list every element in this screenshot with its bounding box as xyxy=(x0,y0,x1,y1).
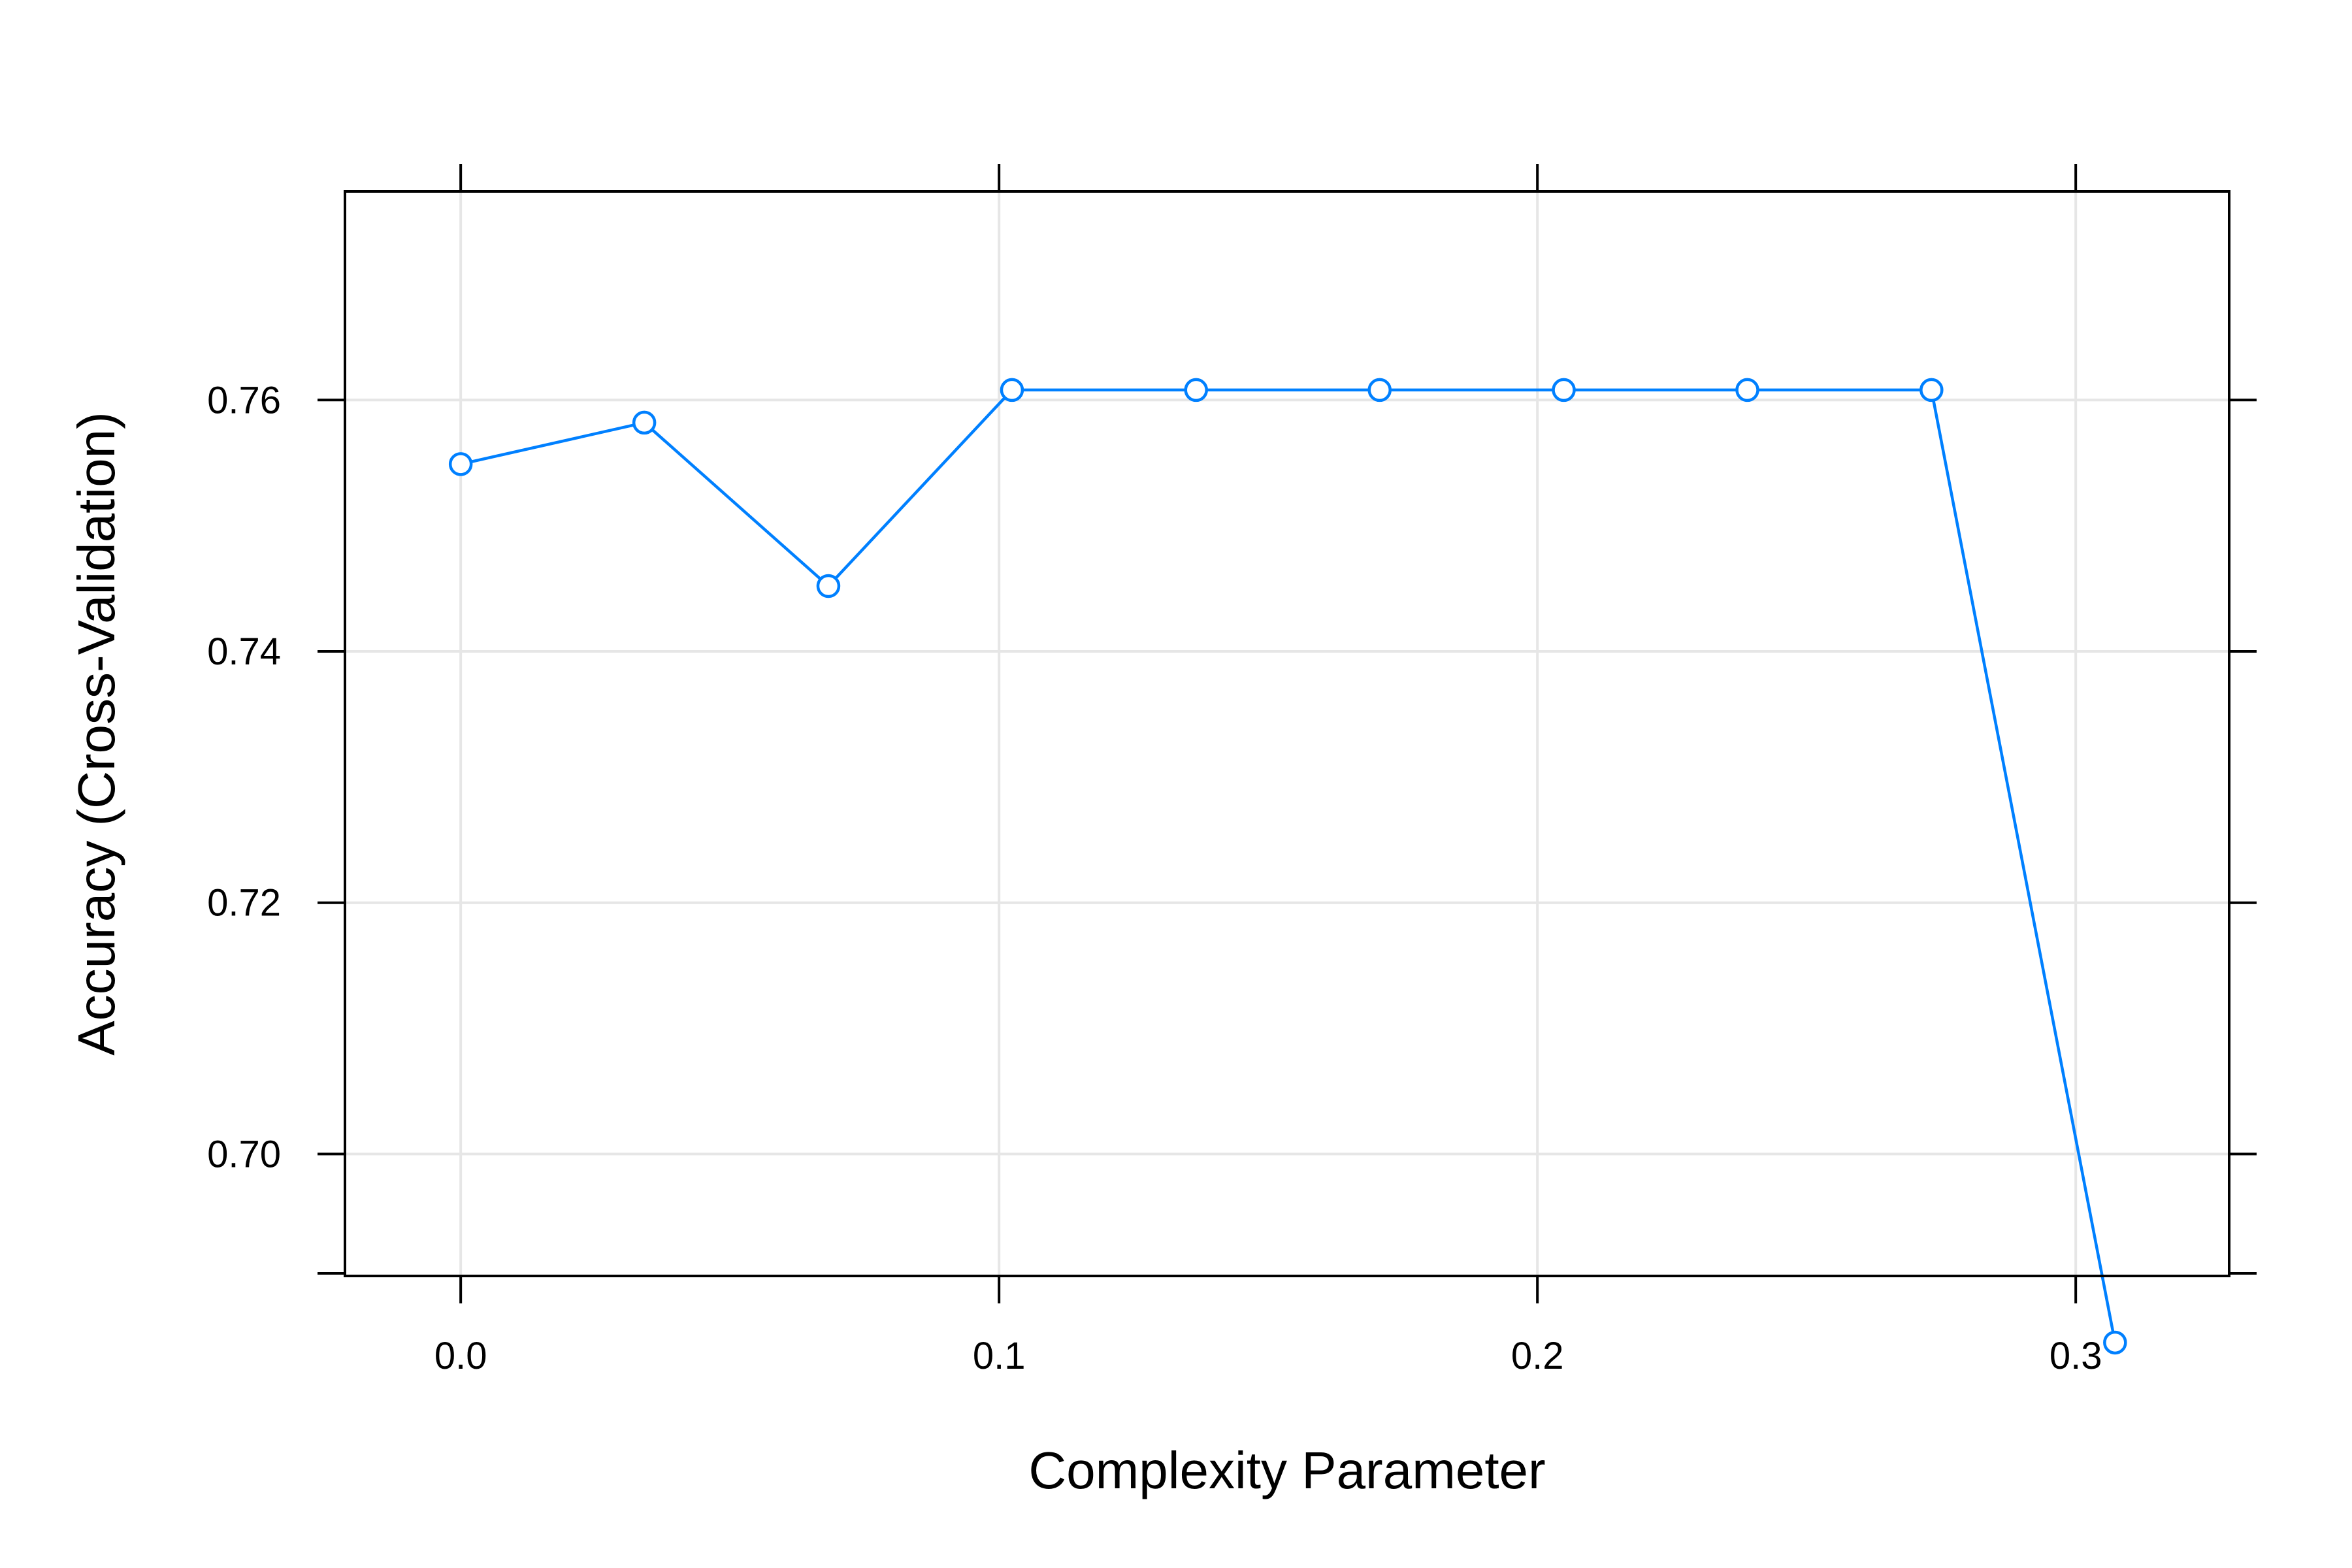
x-tick-label: 0.0 xyxy=(434,1335,487,1377)
y-tick-label: 0.76 xyxy=(207,379,281,421)
x-tick-label: 0.2 xyxy=(1511,1335,1564,1377)
y-axis-title: Accuracy (Cross-Validation) xyxy=(67,412,125,1055)
y-tick-label: 0.72 xyxy=(207,882,281,924)
data-point xyxy=(816,574,841,598)
series-line-segment xyxy=(1930,388,2117,1345)
data-point xyxy=(1735,378,1759,402)
y-tick-label: 0.74 xyxy=(207,630,281,673)
tick-labels: 0.0 0.1 0.2 0.3 0.70 0.72 0.74 0.76 xyxy=(207,379,2102,1377)
x-axis-title: Complexity Parameter xyxy=(1028,1441,1545,1499)
data-point xyxy=(2103,1330,2127,1355)
data-point xyxy=(1184,378,1208,402)
grid-lines xyxy=(345,191,2229,1276)
series-line-segment xyxy=(642,421,830,588)
axis-ticks xyxy=(318,164,2257,1303)
data-point xyxy=(448,452,473,476)
series-layer xyxy=(448,378,2127,1355)
data-point xyxy=(1919,378,1944,402)
series-line-segment xyxy=(826,388,1014,588)
y-tick-label: 0.70 xyxy=(207,1133,281,1175)
x-tick-label: 0.3 xyxy=(2050,1335,2102,1377)
data-point xyxy=(1552,378,1576,402)
series-line-segment xyxy=(459,421,646,466)
data-point xyxy=(1367,378,1392,402)
data-point xyxy=(632,410,657,435)
x-tick-label: 0.1 xyxy=(973,1335,1026,1377)
data-point xyxy=(1000,378,1024,402)
plot-frame xyxy=(344,190,2230,1277)
